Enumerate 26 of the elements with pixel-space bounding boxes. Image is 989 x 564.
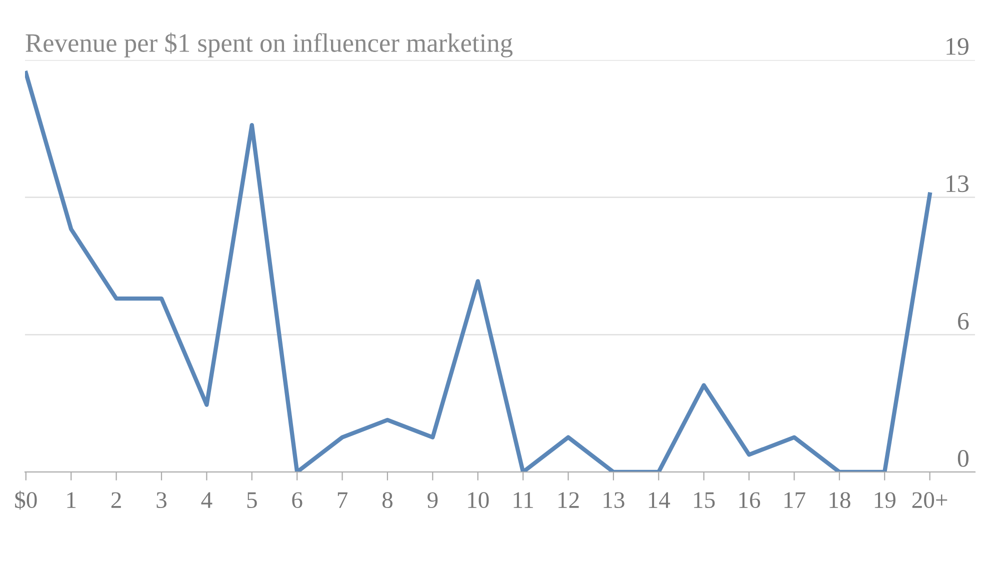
x-tick-label: 7	[338, 492, 348, 508]
x-tick-label: 5	[247, 492, 257, 508]
x-tick-label: 13	[604, 492, 624, 508]
x-tick-label: 20+	[912, 492, 948, 508]
x-tick-label: 4	[201, 492, 212, 508]
x-tick-label: 12	[558, 492, 579, 508]
x-tick-label: 18	[830, 492, 850, 508]
x-tick-label: 11	[514, 492, 533, 508]
x-tick-label: 15	[694, 492, 715, 508]
x-tick-label: 1	[67, 492, 76, 508]
x-tick-label: $0	[15, 490, 37, 510]
y-tick-label: 0	[958, 450, 968, 467]
y-tick-label: 19	[946, 38, 968, 55]
chart-title: Revenue per $1 spent on influencer marketing	[26, 32, 513, 58]
y-tick-label: 13	[946, 175, 968, 192]
x-tick-label: 6	[292, 492, 302, 508]
x-tick-label: 17	[784, 492, 806, 508]
x-tick-label: 16	[739, 492, 760, 508]
x-tick-label: 19	[874, 492, 896, 508]
x-tick-label: 10	[468, 492, 489, 508]
x-tick-label: 9	[428, 492, 438, 508]
x-tick-label: 3	[156, 492, 166, 508]
x-tick-label: 14	[648, 492, 670, 508]
x-tick-label: 2	[111, 492, 121, 508]
y-tick-label: 6	[958, 312, 969, 330]
x-tick-label: 8	[382, 492, 392, 508]
